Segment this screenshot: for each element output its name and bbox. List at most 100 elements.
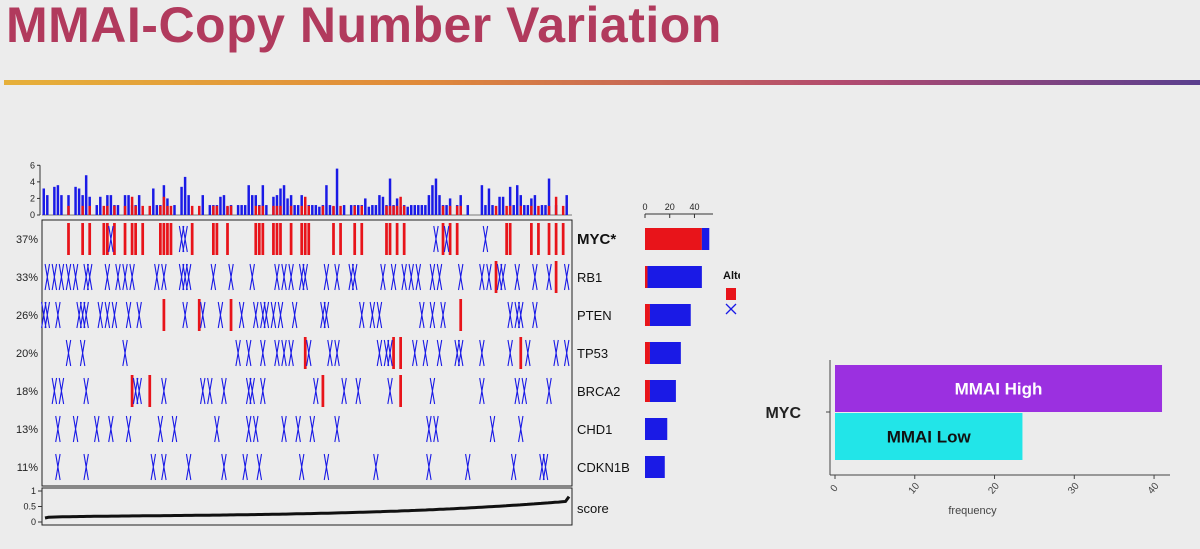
loss-mark xyxy=(122,339,128,367)
top-hist-loss-bar xyxy=(325,185,328,215)
gain-mark xyxy=(459,299,463,331)
side-bar-loss xyxy=(649,342,681,364)
loss-mark xyxy=(302,263,308,291)
loss-mark xyxy=(83,263,89,291)
top-hist-loss-bar xyxy=(95,205,99,215)
loss-mark xyxy=(457,263,464,291)
top-hist-gain-bar xyxy=(289,205,293,215)
loss-mark xyxy=(86,263,93,291)
top-hist-gain-bar xyxy=(459,205,462,215)
gain-mark xyxy=(141,223,145,255)
loss-mark xyxy=(288,339,294,367)
loss-mark xyxy=(479,377,485,405)
top-hist-gain-bar xyxy=(258,205,261,215)
top-hist-loss-bar xyxy=(466,205,470,215)
loss-mark xyxy=(125,415,132,443)
loss-mark xyxy=(387,377,393,405)
loss-mark xyxy=(136,377,142,405)
top-hist-gain-bar xyxy=(360,205,364,215)
loss-mark xyxy=(359,301,365,329)
loss-mark xyxy=(55,301,61,329)
loss-mark xyxy=(185,263,192,291)
loss-mark xyxy=(171,415,178,443)
top-axis-tick-label: 6 xyxy=(30,160,35,170)
top-hist-loss-bar xyxy=(282,185,286,215)
top-axis-tick-label: 2 xyxy=(30,193,35,203)
loss-mark xyxy=(129,263,135,291)
gene-percent-label: 20% xyxy=(16,348,38,360)
gain-mark xyxy=(197,299,201,331)
loss-mark xyxy=(44,301,51,329)
gain-mark xyxy=(229,299,233,331)
loss-mark xyxy=(373,453,379,481)
top-hist-loss-bar xyxy=(445,205,448,215)
loss-mark xyxy=(415,263,422,291)
top-hist-gain-bar xyxy=(229,205,233,215)
top-hist-gain-bar xyxy=(102,205,106,215)
score-axis-tick-label: 0 xyxy=(31,517,36,527)
top-hist-loss-bar xyxy=(381,196,385,215)
side-bar-gain xyxy=(645,342,650,364)
gain-mark xyxy=(303,223,307,255)
top-hist-loss-bar xyxy=(265,205,268,215)
gain-mark xyxy=(106,223,109,255)
loss-mark xyxy=(200,377,206,405)
oncoprint-frame xyxy=(41,219,573,487)
side-axis-tick-label: 20 xyxy=(665,202,675,212)
side-bar-gain xyxy=(645,228,702,250)
loss-mark xyxy=(111,301,118,329)
score-axis-tick-label: 1 xyxy=(31,486,36,496)
score-axis-tick-label: 0.5 xyxy=(23,502,36,512)
top-hist-gain-bar xyxy=(159,205,162,215)
top-hist-loss-bar xyxy=(501,196,505,215)
top-hist-loss-bar xyxy=(219,196,222,215)
loss-mark xyxy=(104,263,111,291)
title-divider xyxy=(4,80,1200,85)
gain-mark xyxy=(67,223,70,255)
loss-mark xyxy=(334,339,340,367)
freq-x-axis-label: frequency xyxy=(948,505,997,517)
loss-mark xyxy=(238,301,245,329)
top-hist-gain-bar xyxy=(547,205,551,215)
gene-name-label: CDKN1B xyxy=(577,460,630,475)
loss-mark xyxy=(235,339,241,367)
top-hist-gain-bar xyxy=(537,205,540,215)
top-hist-loss-bar xyxy=(42,188,46,215)
loss-mark xyxy=(256,453,263,481)
side-bar-loss xyxy=(645,456,665,478)
loss-mark xyxy=(433,415,439,443)
loss-mark xyxy=(443,225,450,253)
loss-mark xyxy=(426,415,432,443)
top-hist-gain-bar xyxy=(190,205,194,215)
top-hist-loss-bar xyxy=(293,205,296,215)
top-hist-gain-bar xyxy=(261,205,265,215)
loss-mark xyxy=(440,301,446,329)
loss-mark xyxy=(383,339,390,367)
gain-mark xyxy=(166,223,169,255)
loss-mark xyxy=(454,339,460,367)
top-hist-loss-bar xyxy=(236,205,240,215)
loss-mark xyxy=(228,263,234,291)
loss-mark xyxy=(274,339,280,367)
loss-mark xyxy=(323,263,330,291)
loss-mark xyxy=(496,263,503,291)
loss-mark xyxy=(327,339,333,367)
loss-mark xyxy=(380,263,386,291)
side-axis-tick-label: 40 xyxy=(689,202,699,212)
loss-mark xyxy=(178,263,185,291)
top-hist-loss-bar xyxy=(53,186,56,215)
loss-mark xyxy=(313,377,319,405)
loss-mark xyxy=(83,377,89,405)
loss-mark xyxy=(260,377,266,405)
gain-mark xyxy=(388,223,392,255)
top-hist-gain-bar xyxy=(162,196,166,215)
top-hist-loss-bar xyxy=(183,176,187,215)
loss-mark xyxy=(320,301,326,329)
gene-percent-label: 37% xyxy=(16,234,38,246)
gain-mark xyxy=(395,223,399,255)
top-hist-loss-bar xyxy=(127,195,130,215)
loss-mark xyxy=(83,453,89,481)
top-hist-loss-bar xyxy=(374,205,378,215)
top-hist-loss-bar xyxy=(364,198,367,215)
loss-mark xyxy=(217,301,224,329)
